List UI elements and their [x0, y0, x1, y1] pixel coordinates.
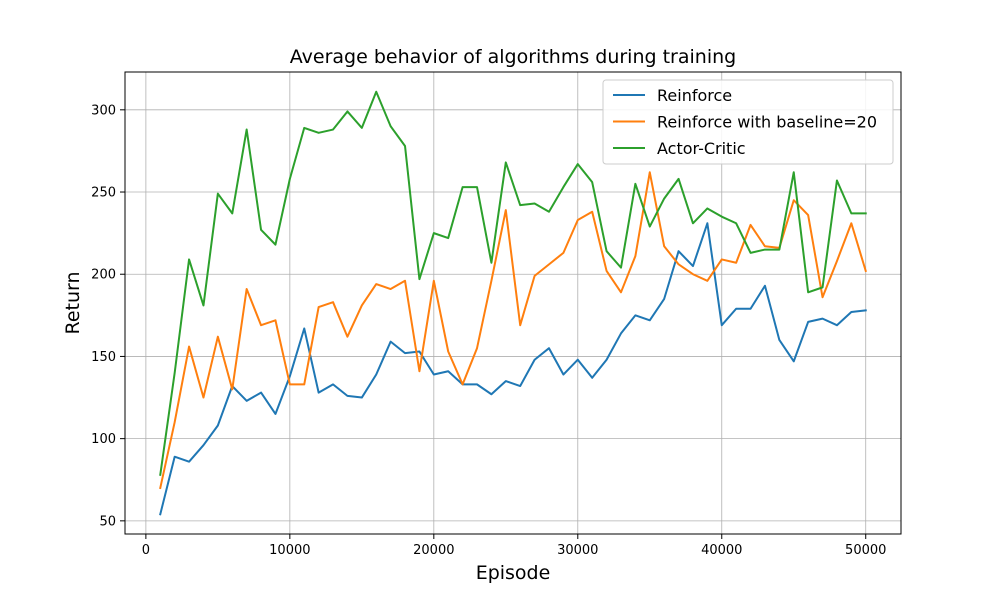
series-line-reinforce	[159, 222, 867, 516]
y-tick-label: 50	[99, 514, 116, 529]
legend-box	[602, 79, 894, 165]
plot-area-frame	[124, 71, 902, 535]
legend-label-reinforce-with-baseline-20: Reinforce with baseline=20	[657, 113, 877, 132]
y-tick-label: 100	[91, 432, 116, 447]
y-tick-label: 150	[91, 350, 116, 365]
y-tick-label: 300	[91, 103, 116, 118]
series-line-actor-critic	[159, 90, 867, 476]
y-axis-title: Return	[62, 271, 84, 334]
series-line-reinforce-with-baseline-20	[159, 171, 867, 490]
x-tick-label: 50000	[845, 543, 886, 558]
chart-title: Average behavior of algorithms during tr…	[290, 46, 736, 68]
legend-label-reinforce: Reinforce	[657, 86, 732, 105]
series-lines	[159, 90, 867, 516]
x-axis-title: Episode	[476, 562, 551, 584]
x-tick-label: 30000	[557, 543, 598, 558]
x-tick-label: 40000	[701, 543, 742, 558]
x-tick-label: 10000	[269, 543, 310, 558]
legend-label-actor-critic: Actor-Critic	[657, 139, 746, 158]
axis-ticks: 0 10000 20000 30000 40000 50000 50 100 150 200 250…	[91, 103, 886, 558]
x-tick-label: 20000	[413, 543, 454, 558]
legend: Reinforce Reinforce with baseline=20 Actor…	[602, 79, 894, 165]
y-tick-label: 250	[91, 186, 116, 201]
y-tick-label: 200	[91, 268, 116, 283]
x-tick-label: 0	[142, 543, 150, 558]
